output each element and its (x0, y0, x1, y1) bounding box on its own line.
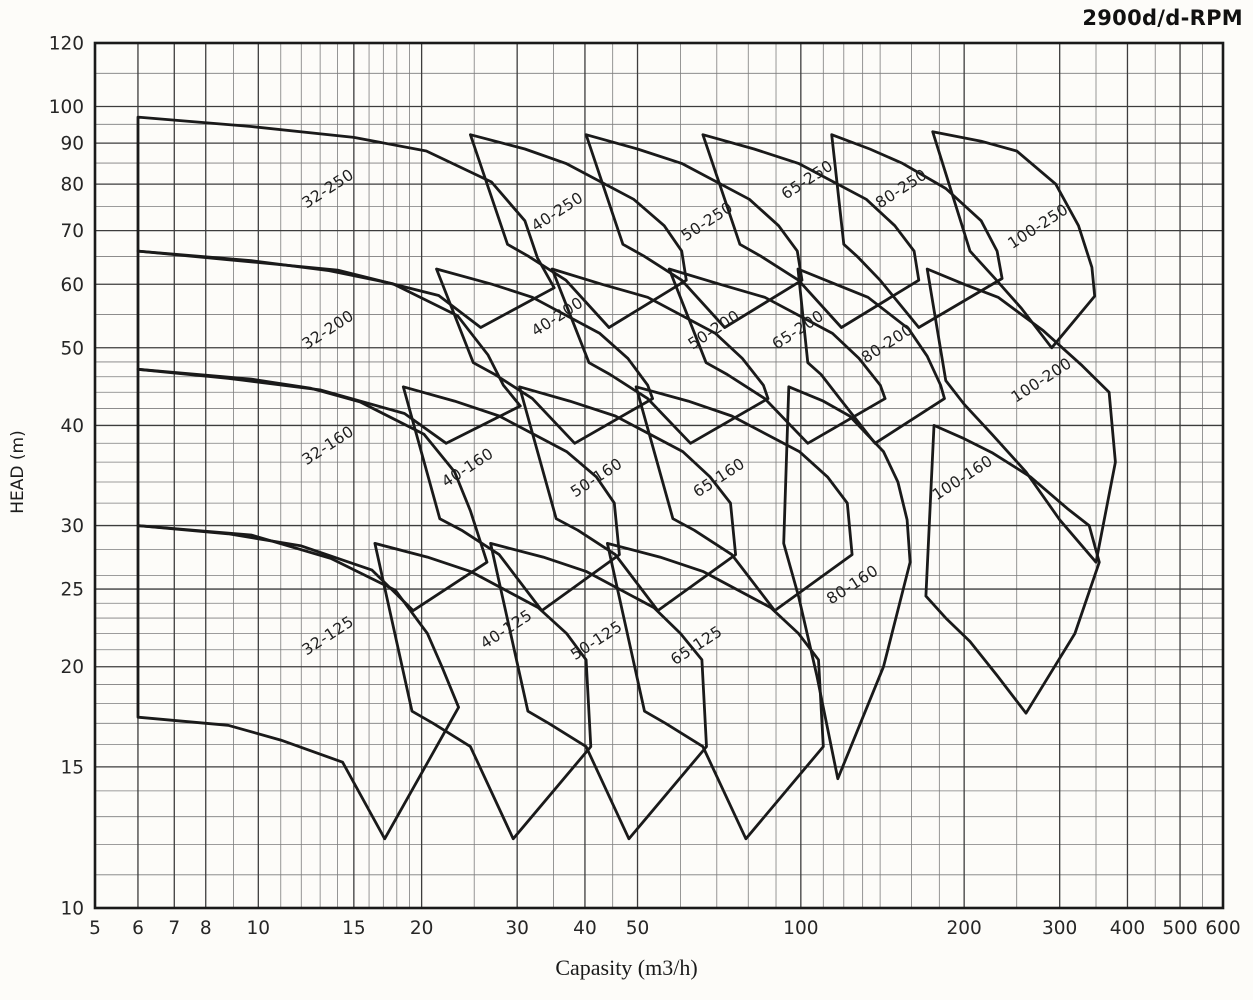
pump-envelope-label-100-250: 100-250 (1005, 200, 1072, 252)
y-tick-label: 60 (60, 275, 84, 296)
x-tick-label: 40 (573, 918, 597, 939)
y-tick-label: 30 (60, 516, 84, 537)
pump-envelope-32-160 (136, 367, 489, 612)
x-tick-label: 10 (247, 918, 271, 939)
pump-envelope-80-160 (782, 385, 912, 781)
pump-envelope-50-160 (518, 385, 737, 612)
x-tick-label: 15 (342, 918, 366, 939)
pump-envelope-label-32-125: 32-125 (299, 612, 357, 659)
x-tick-label: 100 (783, 918, 818, 939)
x-tick-label: 500 (1162, 918, 1197, 939)
y-tick-label: 90 (60, 134, 84, 155)
x-tick-label: 300 (1042, 918, 1077, 939)
x-axis-title: Capasity (m3/h) (555, 955, 698, 980)
pump-envelope-32-200 (136, 249, 522, 445)
pump-envelope-50-200 (550, 267, 770, 445)
x-tick-label: 5 (89, 918, 101, 939)
pump-envelope-32-125 (136, 524, 461, 841)
y-tick-label: 80 (60, 175, 84, 196)
x-tick-label: 6 (132, 918, 144, 939)
y-tick-label: 50 (60, 338, 84, 359)
pump-envelope-65-125 (606, 542, 825, 841)
pump-envelope-40-250 (468, 133, 688, 329)
pump-envelope-65-200 (667, 267, 887, 445)
x-tick-label: 30 (505, 918, 529, 939)
pump-envelope-100-160 (924, 423, 1101, 715)
x-tick-label: 200 (946, 918, 981, 939)
pump-envelope-80-250 (830, 133, 1004, 329)
pump-envelope-40-125 (373, 542, 593, 841)
x-tick-label: 400 (1110, 918, 1145, 939)
x-tick-label: 8 (200, 918, 212, 939)
plot-border (93, 41, 1225, 910)
x-tick-label: 600 (1205, 918, 1240, 939)
pump-envelope-label-50-125: 50-125 (567, 617, 625, 664)
pump-envelope-label-32-250: 32-250 (299, 165, 357, 212)
x-tick-label: 50 (626, 918, 650, 939)
pump-envelope-100-250 (931, 130, 1097, 350)
y-tick-label: 40 (60, 416, 84, 437)
pump-envelope-label-40-160: 40-160 (438, 444, 496, 491)
pump-envelope-50-125 (489, 542, 708, 841)
x-tick-label: 7 (168, 918, 180, 939)
pump-envelope-label-80-200: 80-200 (858, 320, 916, 367)
pump-envelope-label-80-250: 80-250 (872, 165, 930, 212)
x-tick-label: 20 (410, 918, 434, 939)
y-tick-label: 20 (60, 657, 84, 678)
pump-envelope-40-160 (401, 385, 621, 612)
pump-envelope-label-40-250: 40-250 (528, 189, 586, 236)
pump-envelope-label-65-160: 65-160 (690, 454, 748, 501)
pump-envelope-label-50-250: 50-250 (678, 198, 736, 245)
pump-envelope-50-250 (584, 133, 804, 329)
pump-envelope-65-250 (701, 133, 921, 329)
pump-envelope-label-50-160: 50-160 (567, 454, 625, 501)
y-tick-label: 10 (60, 899, 84, 920)
y-tick-label: 25 (60, 580, 84, 601)
y-tick-label: 15 (60, 757, 84, 778)
rpm-title: 2900d/d-RPM (1082, 6, 1243, 30)
y-tick-label: 100 (49, 97, 84, 118)
pump-envelope-32-250 (136, 115, 556, 329)
y-tick-label: 120 (49, 34, 84, 55)
pump-envelope-label-32-200: 32-200 (299, 307, 357, 354)
pump-envelope-100-200 (925, 267, 1117, 564)
y-tick-label: 70 (60, 221, 84, 242)
pump-envelope-80-200 (796, 267, 946, 445)
pump-envelope-65-160 (634, 385, 854, 612)
